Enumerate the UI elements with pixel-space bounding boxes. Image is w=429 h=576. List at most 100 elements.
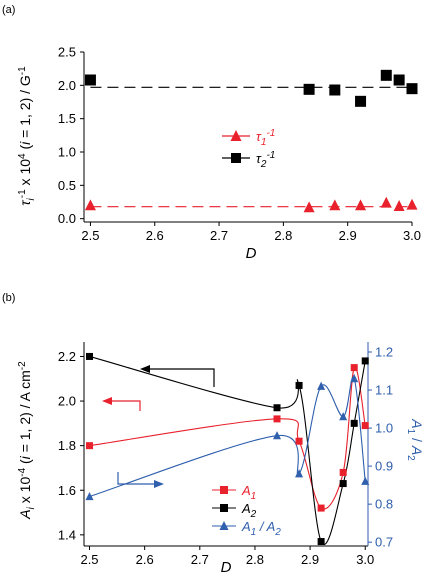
chart-a-marks xyxy=(84,69,418,213)
x-axis-title: D xyxy=(221,559,232,576)
legend-label-tau1-part: 1 xyxy=(261,137,267,148)
series-2-point xyxy=(317,538,325,546)
right-y-tick-label: 1.1 xyxy=(375,383,393,398)
x-tick-label: 2.5 xyxy=(81,228,99,243)
tau1-point xyxy=(355,199,367,211)
y-tick-label: 0.0 xyxy=(58,211,76,226)
right-y-tick-label: 0.8 xyxy=(375,497,393,512)
tau2-point xyxy=(84,74,96,86)
panel-a-label: (a) xyxy=(2,4,15,16)
series-1-point xyxy=(295,437,303,445)
series-3-point xyxy=(339,412,348,421)
arrow-ratio xyxy=(117,472,164,488)
legend-marker-tau1 xyxy=(230,130,242,141)
right-y-tick-label: 0.9 xyxy=(375,459,393,474)
series-3-point xyxy=(317,381,326,390)
tau2-point xyxy=(303,83,315,95)
legend-label-3-part: / xyxy=(256,519,266,534)
legend-label-2: A2 xyxy=(241,501,257,520)
legend-label-2-part: 2 xyxy=(250,509,257,520)
x-tick-label: 2.8 xyxy=(246,552,264,567)
y-tick-label: 2.0 xyxy=(58,394,76,409)
x-tick-label: 2.7 xyxy=(191,552,209,567)
legend-label-tau1: τ1-1 xyxy=(256,128,275,148)
legend-label-tau2: τ2-1 xyxy=(256,150,275,170)
tau1-point xyxy=(393,200,405,211)
right-y-tick-label: 0.7 xyxy=(375,535,393,550)
tau1-point xyxy=(406,198,418,210)
left-y-axis-title-part: ( xyxy=(17,459,33,468)
tau2-point xyxy=(355,95,367,107)
y-tick-label: 2.5 xyxy=(58,45,76,60)
x-tick-label: 2.5 xyxy=(80,552,98,567)
y-tick-label: 2.2 xyxy=(58,349,76,364)
chart-b: (b) 1.4 1.6 1.8 2.0 2.2 0.7 0.8 0.9 1.0 1.1 1.2 2.5… xyxy=(2,292,425,576)
x-tick-label: 2.6 xyxy=(146,228,164,243)
series-line-3 xyxy=(89,376,366,498)
x-tick-label: 3.0 xyxy=(403,228,421,243)
series-2-point xyxy=(350,419,358,427)
x-tick-label: 3.0 xyxy=(356,552,374,567)
x-tick-label: 2.9 xyxy=(301,552,319,567)
panel-b-label: (b) xyxy=(2,292,15,304)
y-axis-title: τi-1 x 104 (i = 1, 2) / G-1 xyxy=(17,66,37,206)
y-axis-title-part: ( xyxy=(17,145,33,154)
arrow-a2-shaft xyxy=(150,368,215,387)
chart-a-legend: τ1-1 τ2-1 xyxy=(222,128,275,170)
left-y-axis-title-part: -2 xyxy=(17,361,28,370)
legend-label-3-part: A xyxy=(266,519,276,534)
series-1-point xyxy=(86,442,94,450)
right-y-tick-label: 1.2 xyxy=(375,345,393,360)
series-1-point xyxy=(339,468,347,476)
right-y-axis-title-part: A xyxy=(409,418,425,428)
series-2-point xyxy=(273,404,281,412)
x-tick-label: 2.9 xyxy=(339,228,357,243)
legend-label-1-part: 1 xyxy=(251,491,257,502)
series-3-point xyxy=(361,476,370,485)
series-line-2 xyxy=(89,355,366,545)
legend-label-tau2-part: -1 xyxy=(266,150,275,161)
arrow-a2 xyxy=(140,365,215,387)
series-2-point xyxy=(86,352,94,360)
x-axis-title: D xyxy=(246,245,257,262)
y-tick-label: 1.0 xyxy=(58,145,76,160)
tau2-point xyxy=(406,83,418,95)
tau1-point xyxy=(303,201,315,213)
right-y-tick-label: 1.0 xyxy=(375,421,393,436)
y-tick-label: 1.8 xyxy=(58,438,76,453)
left-y-axis-title-part: i xyxy=(26,506,37,509)
chart-b-arrows xyxy=(102,365,215,488)
series-3-point xyxy=(273,431,282,440)
y-tick-label: 2.0 xyxy=(58,78,76,93)
x-tick-label: 2.7 xyxy=(210,228,228,243)
y-axis-title-part: i xyxy=(17,141,33,145)
y-axis-title-part: 4 xyxy=(17,153,28,159)
legend-label-2-part: A xyxy=(241,501,251,516)
right-y-axis-title-part: 1 xyxy=(405,429,416,435)
legend-label-3: A1 / A2 xyxy=(241,519,281,538)
tau1-point xyxy=(84,199,96,211)
arrow-ratio-head xyxy=(154,480,164,488)
chart-a-reference-lines xyxy=(90,86,412,208)
chart-a: (a) 0.0 0.5 1.0 1.5 2.0 2.5 2.5 2.6 2.7 2.8 2.9 3.0… xyxy=(2,4,421,262)
y-axis-title-part: = 1, 2) / G xyxy=(17,75,33,142)
y-tick-label: 0.5 xyxy=(58,178,76,193)
tau2-point xyxy=(393,74,405,86)
right-y-axis-title-part: / xyxy=(409,434,425,446)
left-y-axis-title: Ai x 10-4 (i = 1, 2) / A cm-2 xyxy=(17,361,37,520)
legend-marker-tau2 xyxy=(231,153,241,163)
legend-label-3-part: A xyxy=(241,519,251,534)
chart-b-marks xyxy=(85,352,370,546)
left-y-axis-title-part: A xyxy=(17,509,33,519)
right-y-axis-title: A1 / A2 xyxy=(405,418,425,461)
y-tick-label: 1.4 xyxy=(58,527,76,542)
series-1-point xyxy=(317,504,325,512)
series-1-point xyxy=(350,364,358,372)
x-tick-label: 2.6 xyxy=(136,552,154,567)
y-tick-label: 1.6 xyxy=(58,483,76,498)
y-axis-title-part: i xyxy=(26,197,37,200)
right-y-axis-title-part: A xyxy=(409,445,425,455)
left-y-axis-title-part: = 1, 2) / A cm xyxy=(17,370,33,456)
